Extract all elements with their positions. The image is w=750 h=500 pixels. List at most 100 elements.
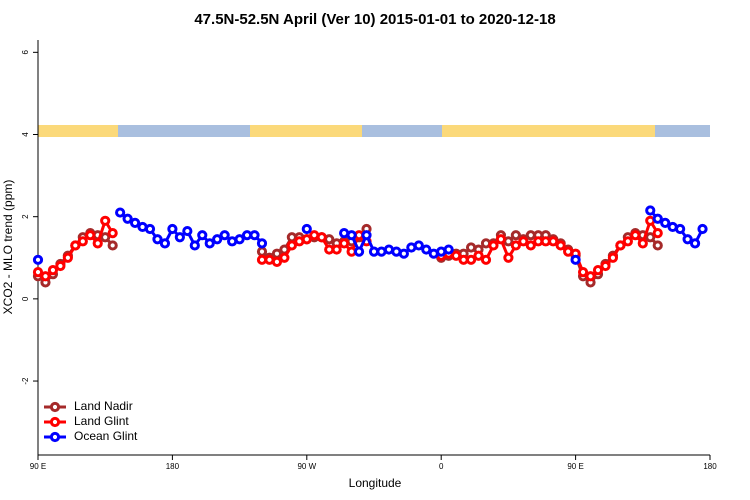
data-point: [212, 234, 223, 245]
legend-label: Land Glint: [74, 414, 129, 428]
legend-marker: [49, 431, 61, 443]
data-point: [40, 271, 51, 282]
x-tick-label: 90 E: [567, 462, 583, 471]
data-point: [249, 230, 260, 241]
legend-marker: [49, 416, 61, 428]
data-point: [271, 256, 283, 267]
ocean-band: [655, 125, 710, 137]
data-point: [100, 232, 111, 243]
data-point: [197, 230, 208, 241]
data-point: [451, 250, 462, 261]
data-point: [144, 223, 156, 235]
data-point: [480, 254, 492, 265]
data-point: [592, 264, 604, 276]
data-point: [92, 238, 103, 249]
x-tick-label: 180: [166, 462, 180, 471]
data-point: [518, 236, 529, 247]
data-point: [107, 228, 118, 239]
data-point: [174, 232, 185, 243]
data-point: [115, 207, 126, 218]
x-tick-label: 90 E: [30, 462, 46, 471]
data-point: [271, 248, 283, 259]
y-axis-title: XCO2 - MLO trend (ppm): [1, 180, 15, 315]
data-point: [652, 228, 663, 239]
data-point: [645, 205, 656, 216]
data-point: [189, 240, 200, 251]
data-point: [62, 252, 73, 263]
data-point: [570, 254, 581, 265]
x-axis-title: Longitude: [349, 476, 402, 490]
legend-label: Ocean Glint: [74, 429, 138, 443]
data-point: [413, 240, 424, 251]
data-point: [286, 240, 297, 251]
data-point: [689, 238, 701, 249]
data-point: [652, 240, 663, 251]
x-tick-label: 90 W: [297, 462, 316, 471]
data-point: [548, 236, 559, 247]
data-point: [398, 248, 409, 259]
data-point: [77, 236, 88, 247]
data-point: [682, 234, 693, 245]
data-point: [234, 234, 245, 245]
data-point: [159, 238, 171, 249]
data-point: [465, 254, 477, 265]
data-point: [637, 238, 648, 249]
data-point: [525, 240, 536, 251]
data-point: [100, 215, 111, 226]
x-tick-label: 0: [439, 462, 444, 471]
data-point: [122, 213, 133, 224]
legend-label: Land Nadir: [74, 399, 133, 413]
data-point: [55, 260, 66, 272]
ocean-band: [362, 125, 442, 137]
data-point: [331, 244, 342, 255]
data-point: [339, 238, 350, 249]
data-point: [361, 230, 372, 241]
data-point: [32, 254, 44, 265]
data-point: [443, 244, 454, 255]
data-point: [256, 238, 268, 249]
data-point: [697, 223, 708, 235]
data-point: [555, 240, 566, 251]
data-point: [167, 223, 178, 235]
data-point: [585, 271, 596, 282]
data-point: [70, 240, 81, 251]
data-point: [129, 217, 141, 228]
data-point: [421, 244, 432, 255]
data-point: [615, 240, 626, 251]
y-tick-label: 4: [21, 132, 30, 137]
land-band: [250, 125, 362, 137]
data-point: [622, 236, 633, 247]
land-band: [38, 125, 118, 137]
data-point: [301, 234, 312, 245]
y-tick-label: 2: [21, 214, 30, 219]
data-point: [107, 240, 118, 251]
data-point: [204, 238, 215, 249]
data-point: [182, 225, 193, 237]
data-point: [675, 223, 686, 235]
data-point: [660, 217, 671, 228]
chart-title: 47.5N-52.5N April (Ver 10) 2015-01-01 to…: [194, 11, 555, 28]
data-point: [488, 240, 499, 251]
legend-marker: [49, 401, 61, 413]
data-point: [219, 230, 230, 241]
surface-strip: [38, 125, 710, 137]
data-point: [316, 232, 327, 243]
data-point: [85, 230, 96, 241]
data-point: [279, 252, 290, 263]
data-point: [600, 260, 611, 272]
data-point: [346, 230, 357, 241]
data-point: [510, 240, 521, 251]
land-band: [442, 125, 655, 137]
data-point: [510, 230, 521, 241]
data-point: [256, 246, 268, 257]
x-tick-label: 180: [703, 462, 717, 471]
data-point: [353, 246, 365, 257]
data-point: [503, 252, 514, 263]
data-point: [473, 250, 484, 261]
data-point: [577, 267, 589, 278]
y-tick-label: 6: [21, 50, 30, 55]
data-point: [652, 213, 663, 224]
data-point: [630, 230, 641, 241]
y-tick-label: -2: [21, 377, 30, 385]
